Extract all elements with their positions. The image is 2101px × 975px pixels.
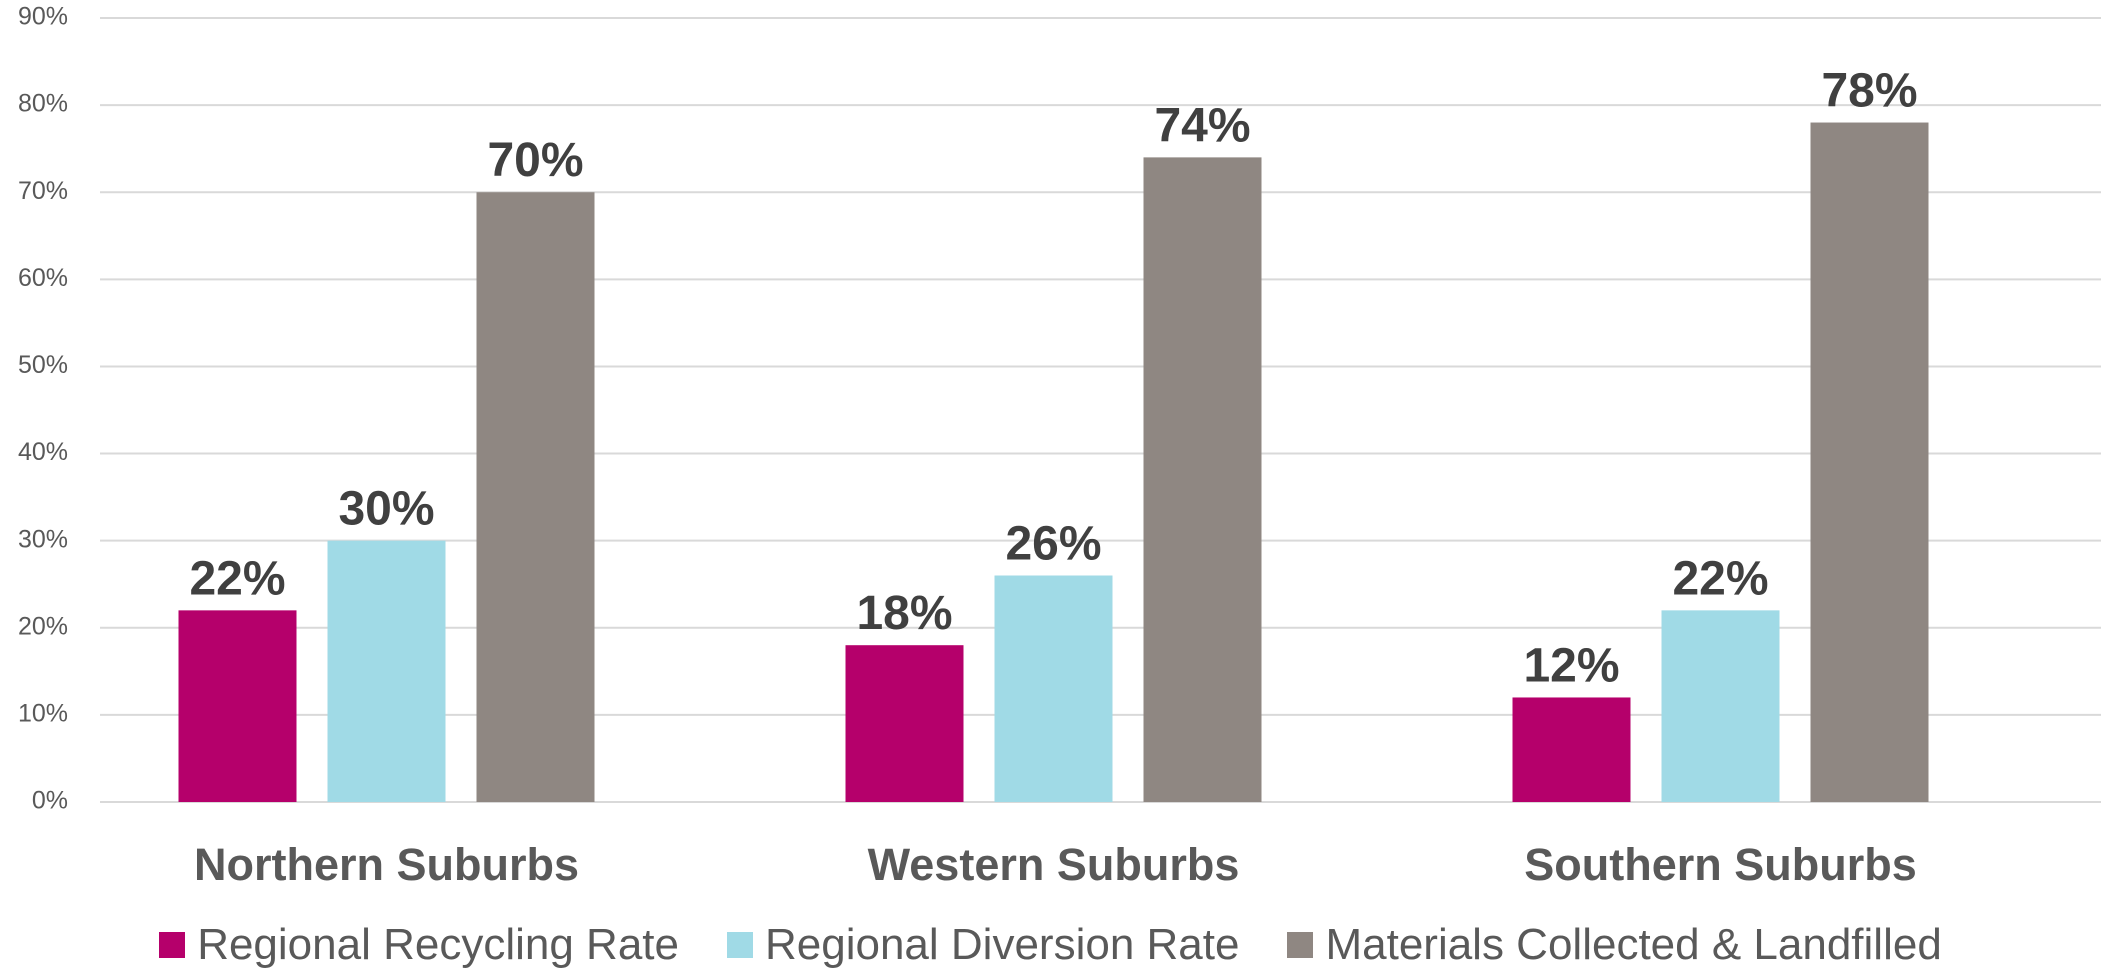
bar <box>1810 122 1929 803</box>
y-tick-label: 50% <box>18 351 68 379</box>
y-tick-label: 70% <box>18 177 68 205</box>
y-tick-label: 80% <box>18 90 68 118</box>
value-labels: 22% 30% 70% 18% 26% 74% 12% 22% 78% <box>189 65 1917 693</box>
data-label: 18% <box>856 587 952 640</box>
bars <box>178 122 1929 803</box>
legend-swatch <box>1287 932 1314 958</box>
bar <box>1512 697 1631 802</box>
data-label: 26% <box>1005 518 1101 571</box>
bar <box>476 192 595 802</box>
bar <box>1143 157 1262 802</box>
category-label: Western Suburbs <box>868 839 1240 890</box>
legend-swatch <box>727 932 753 958</box>
bar <box>178 610 297 802</box>
data-label: 30% <box>338 483 434 536</box>
category-label: Southern Suburbs <box>1524 839 1917 890</box>
legend-item: Regional Diversion Rate <box>727 920 1239 970</box>
data-label: 70% <box>487 134 583 187</box>
y-axis-tick-labels: 0% 10% 20% 30% 40% 50% 60% 70% 80% 90% <box>18 3 68 815</box>
bar-chart: 0% 10% 20% 30% 40% 50% 60% 70% 80% 90% 22% 30% 70% 1… <box>18 3 2101 890</box>
bar <box>994 575 1113 802</box>
data-label: 22% <box>1672 552 1768 605</box>
legend-swatch <box>159 932 186 958</box>
y-tick-label: 20% <box>18 612 68 640</box>
bar <box>845 645 964 802</box>
y-tick-label: 40% <box>18 438 68 466</box>
data-label: 22% <box>189 552 285 605</box>
data-label: 74% <box>1154 99 1250 152</box>
category-label: Northern Suburbs <box>194 839 579 890</box>
data-label: 12% <box>1523 639 1619 692</box>
y-tick-label: 30% <box>18 525 68 553</box>
legend-item: Regional Recycling Rate <box>159 920 679 970</box>
legend-item: Materials Collected & Landfilled <box>1287 920 1942 970</box>
category-labels: Northern Suburbs Western Suburbs Southern … <box>194 839 1917 890</box>
y-tick-label: 90% <box>18 3 68 31</box>
y-tick-label: 0% <box>32 787 68 815</box>
legend-label: Regional Recycling Rate <box>197 920 679 969</box>
legend-label: Materials Collected & Landfilled <box>1325 920 1942 969</box>
bar <box>1661 610 1780 802</box>
y-tick-label: 60% <box>18 264 68 292</box>
legend-label: Regional Diversion Rate <box>765 920 1240 969</box>
y-tick-label: 10% <box>18 699 68 727</box>
legend: Regional Recycling Rate Regional Diversio… <box>0 915 2101 975</box>
bar <box>327 540 446 802</box>
data-label: 78% <box>1821 65 1917 118</box>
